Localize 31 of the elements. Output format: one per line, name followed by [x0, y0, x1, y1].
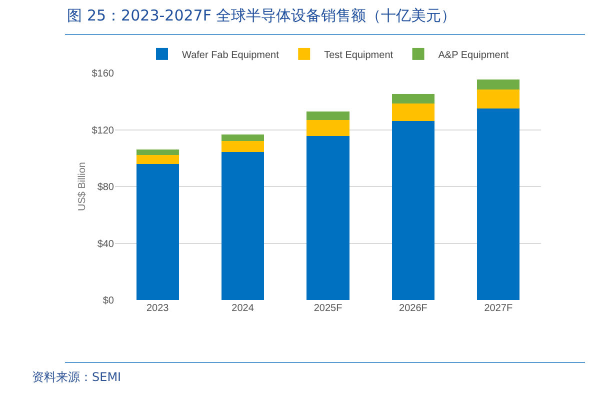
bar	[392, 104, 434, 121]
bar	[477, 90, 520, 108]
bar	[477, 80, 520, 90]
x-tick-label: 2025F	[314, 303, 342, 314]
bar	[222, 141, 264, 152]
x-tick-label: 2027F	[484, 303, 513, 314]
legend-label: Wafer Fab Equipment	[182, 50, 280, 61]
legend-label: A&P Equipment	[438, 50, 509, 61]
bar	[306, 136, 350, 300]
bar	[392, 120, 434, 300]
bar	[136, 155, 179, 164]
bar	[136, 164, 179, 300]
y-tick-label: $160	[92, 68, 114, 80]
y-tick-label: $0	[102, 296, 114, 306]
chart-title: 图 25：2023-2027F 全球半导体设备销售额（十亿美元）	[67, 6, 456, 24]
bar	[136, 150, 179, 156]
bar	[392, 94, 434, 104]
x-tick-label: 2024	[232, 303, 254, 314]
bar	[222, 152, 264, 300]
x-tick-label: 2026F	[399, 303, 428, 314]
x-tick-label: 2023	[146, 303, 170, 314]
y-tick-label: $40	[97, 238, 114, 250]
bar	[222, 134, 264, 142]
bar	[306, 112, 350, 120]
bar	[477, 108, 520, 300]
text: 资料来源：SEMI	[32, 370, 122, 384]
y-tick-label: $120	[92, 125, 114, 136]
legend-label: Test Equipment	[324, 50, 394, 61]
y-tick-label: $80	[97, 182, 114, 193]
y-axis-title: US$ Billion	[77, 162, 88, 211]
bar	[306, 120, 350, 136]
